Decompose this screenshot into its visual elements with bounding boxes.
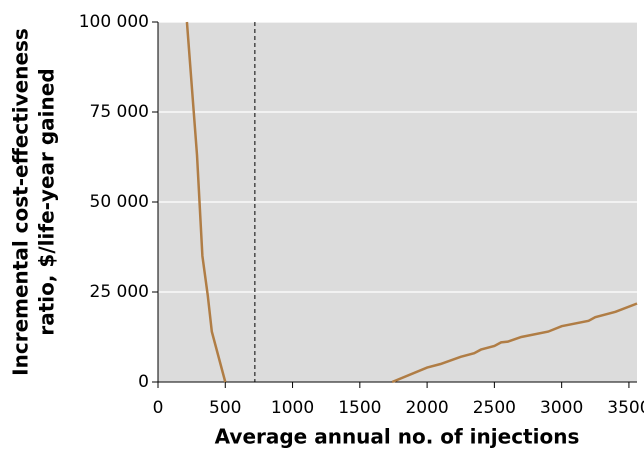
y-tick-label: 0 <box>138 372 149 392</box>
data-line <box>185 21 227 383</box>
x-tick-label: 3000 <box>540 398 583 418</box>
x-tick-label: 1000 <box>271 398 314 418</box>
y-axis-title: ratio, $/life-year gained <box>35 68 59 335</box>
y-tick-label: 100 000 <box>79 12 149 32</box>
data-line <box>391 302 638 384</box>
x-tick-label: 1500 <box>338 398 381 418</box>
x-tick-label: 500 <box>209 398 241 418</box>
y-tick-label: 75 000 <box>90 102 149 122</box>
x-tick-label: 2500 <box>473 398 516 418</box>
x-tick-label: 2000 <box>405 398 448 418</box>
x-tick-label: 0 <box>153 398 164 418</box>
y-axis-title: Incremental cost-effectiveness <box>9 28 33 376</box>
x-axis-title: Average annual no. of injections <box>215 425 580 449</box>
x-tick-label: 3500 <box>607 398 644 418</box>
y-tick-label: 50 000 <box>90 192 149 212</box>
y-tick-label: 25 000 <box>90 282 149 302</box>
